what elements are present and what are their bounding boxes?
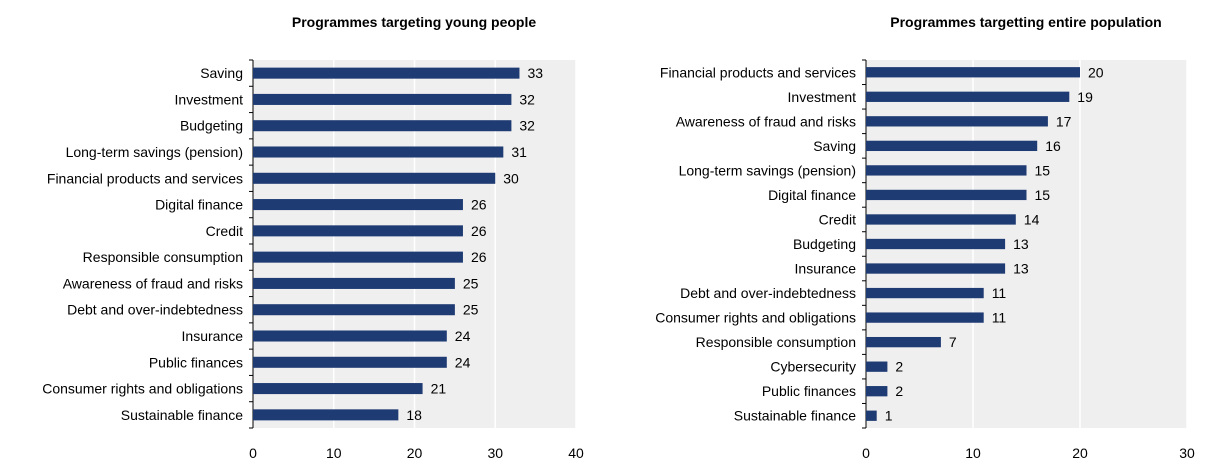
- category-label: Digital finance: [155, 197, 243, 213]
- bar: [253, 146, 504, 158]
- data-label: 21: [431, 381, 447, 397]
- bar: [253, 304, 455, 316]
- bar: [866, 238, 1006, 250]
- bar: [253, 356, 447, 368]
- bar: [253, 172, 496, 184]
- data-label: 14: [1024, 211, 1040, 227]
- data-label: 24: [455, 328, 471, 344]
- bar: [866, 214, 1016, 225]
- data-label: 2: [895, 359, 903, 375]
- bar: [253, 383, 423, 395]
- data-label: 25: [463, 302, 479, 318]
- category-label: Sustainable finance: [734, 408, 856, 424]
- category-label: Saving: [813, 138, 856, 154]
- data-label: 7: [949, 334, 957, 350]
- bar: [866, 189, 1027, 201]
- x-tick-label: 40: [568, 445, 584, 461]
- x-tick-label: 10: [326, 445, 342, 461]
- bar: [253, 93, 512, 105]
- bar: [866, 386, 888, 397]
- x-tick-label: 30: [1179, 445, 1195, 461]
- bar: [866, 263, 1006, 274]
- category-label: Consumer rights and obligations: [655, 310, 856, 326]
- category-label: Saving: [200, 65, 243, 81]
- data-label: 11: [992, 285, 1007, 301]
- category-label: Public finances: [149, 354, 243, 370]
- data-label: 26: [471, 197, 487, 213]
- category-label: Debt and over-indebtedness: [67, 302, 243, 318]
- bar: [866, 116, 1048, 127]
- bar: [866, 287, 984, 299]
- x-tick-label: 30: [487, 445, 503, 461]
- x-tick-label: 20: [407, 445, 423, 461]
- category-label: Digital finance: [768, 187, 856, 203]
- data-label: 32: [519, 91, 535, 107]
- category-label: Financial products and services: [660, 64, 856, 80]
- data-label: 26: [471, 223, 487, 239]
- data-label: 18: [406, 407, 422, 423]
- category-label: Awareness of fraud and risks: [676, 113, 856, 129]
- category-label: Insurance: [182, 328, 244, 344]
- data-label: 15: [1035, 162, 1051, 178]
- data-label: 25: [463, 275, 479, 291]
- data-label: 24: [455, 354, 471, 370]
- category-label: Long-term savings (pension): [679, 162, 856, 178]
- category-label: Budgeting: [180, 118, 243, 134]
- data-label: 1: [885, 408, 893, 424]
- bar: [253, 251, 463, 263]
- category-label: Responsible consumption: [696, 334, 856, 350]
- category-label: Long-term savings (pension): [66, 144, 243, 160]
- category-label: Awareness of fraud and risks: [63, 275, 243, 291]
- data-label: 2: [895, 383, 903, 399]
- data-label: 26: [471, 249, 487, 265]
- data-label: 15: [1035, 187, 1051, 203]
- bar: [866, 361, 888, 372]
- data-label: 13: [1013, 236, 1029, 252]
- x-tick-label: 20: [1072, 445, 1088, 461]
- category-label: Debt and over-indebtedness: [680, 285, 856, 301]
- chart-title-entire-population: Programmes targetting entire population: [890, 14, 1162, 30]
- category-label: Budgeting: [793, 236, 856, 252]
- x-tick-label: 0: [249, 445, 257, 461]
- bar: [866, 140, 1038, 152]
- category-label: Consumer rights and obligations: [42, 381, 243, 397]
- category-label: Investment: [175, 91, 244, 107]
- data-label: 20: [1088, 64, 1104, 80]
- category-label: Sustainable finance: [121, 407, 243, 423]
- bar: [253, 330, 447, 342]
- category-label: Insurance: [795, 261, 857, 277]
- bar: [253, 199, 463, 211]
- category-label: Public finances: [762, 383, 856, 399]
- chart-title-young-people: Programmes targeting young people: [291, 14, 537, 30]
- category-label: Cybersecurity: [770, 359, 856, 375]
- bar: [866, 91, 1070, 102]
- data-label: 17: [1056, 113, 1072, 129]
- category-label: Credit: [206, 223, 243, 239]
- data-label: 31: [511, 144, 527, 160]
- bar: [866, 336, 941, 348]
- bar: [253, 120, 512, 132]
- data-label: 19: [1077, 89, 1093, 105]
- bar: [866, 312, 984, 323]
- bar: [253, 67, 520, 79]
- data-label: 13: [1013, 261, 1029, 277]
- bar: [866, 410, 877, 421]
- data-label: 30: [503, 170, 519, 186]
- data-label: 33: [527, 65, 543, 81]
- category-label: Credit: [819, 211, 856, 227]
- bar: [253, 225, 463, 237]
- bar: [866, 67, 1080, 78]
- category-label: Responsible consumption: [83, 249, 243, 265]
- category-label: Financial products and services: [47, 170, 243, 186]
- x-tick-label: 0: [862, 445, 870, 461]
- bar: [866, 165, 1027, 176]
- data-label: 11: [992, 310, 1007, 326]
- bar: [253, 277, 455, 289]
- data-label: 32: [519, 118, 535, 134]
- bar: [253, 409, 399, 421]
- x-tick-label: 10: [965, 445, 981, 461]
- category-label: Investment: [788, 89, 857, 105]
- data-label: 16: [1045, 138, 1061, 154]
